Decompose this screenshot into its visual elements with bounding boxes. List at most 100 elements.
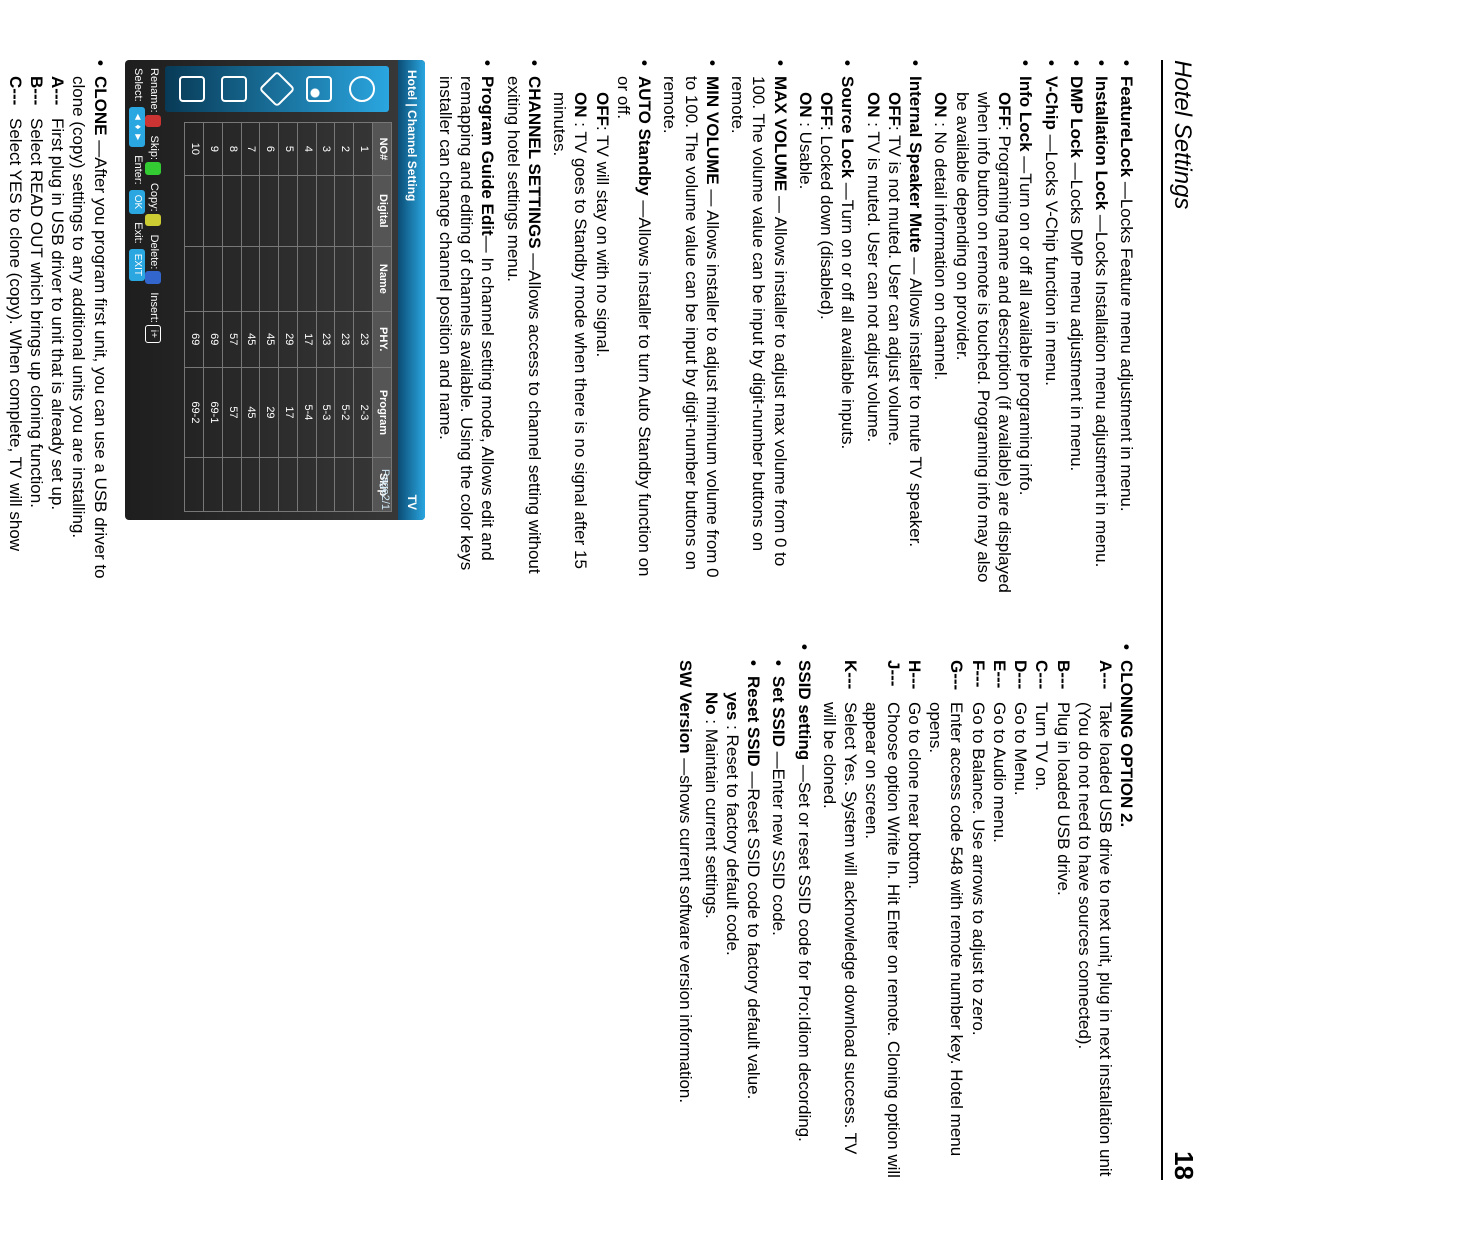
list-item: FeatureLock —Locks Feature menu adjustme…: [1116, 60, 1137, 596]
step: F--- Go to Balance. Use arrows to adjust …: [968, 660, 989, 1180]
cell: [223, 246, 242, 311]
step-text: Go to clone near bottom.: [905, 702, 924, 889]
cell: 2-3: [354, 367, 373, 458]
kw: SSID setting: [795, 660, 814, 760]
col-header: Name: [373, 246, 392, 311]
cell: [316, 458, 335, 512]
step: A---First plug in USB driver to unit tha…: [47, 76, 68, 596]
legend-insert: Insert:: [148, 292, 160, 323]
cell: [316, 246, 335, 311]
cell: [335, 458, 354, 512]
shot-title-left: Hotel | Channel Setting: [404, 70, 419, 201]
cell: [279, 175, 298, 246]
table-row: 96969-1: [204, 123, 223, 512]
table-row: 2235-2: [335, 123, 354, 512]
page-section-title: Hotel Settings: [1168, 60, 1198, 209]
blue-key-icon: [145, 271, 161, 284]
cell: 9: [204, 123, 223, 176]
option: yes : Reset to factory default code.: [722, 692, 743, 1180]
step-tag: C---: [5, 76, 26, 105]
step: B---Plug in loaded USB drive.: [1053, 660, 1074, 1180]
list-item: DMP Lock —Locks DMP menu adjustment in m…: [1066, 60, 1087, 596]
cell: [185, 246, 204, 311]
opt-key: OFF: [885, 92, 904, 126]
opt-key: ON: [572, 92, 591, 122]
insert-key-icon: i+: [145, 325, 161, 343]
list-item: Program Guide Edit— In channel setting m…: [435, 60, 499, 596]
manual-page: Hotel Settings 18 FeatureLock —Locks Fea…: [0, 0, 1240, 1240]
cell: [354, 246, 373, 311]
step-tag: B---: [26, 76, 47, 105]
table-row: 64529: [260, 123, 279, 512]
cell: [260, 246, 279, 311]
legend-copy: Copy:: [148, 183, 160, 212]
table-row: 52917: [279, 123, 298, 512]
opt-val: : TV will stay on with no signal.: [593, 126, 612, 357]
kw: Installation Lock: [1092, 76, 1111, 210]
step-text: Choose option Write In. Hit Enter on rem…: [863, 702, 903, 1178]
option: OFF: Locked down (disabled).: [816, 92, 837, 596]
option: OFF: Programing name and description (if…: [952, 92, 1016, 596]
cell: [298, 246, 317, 311]
step-tag: F---: [968, 660, 989, 687]
opt-val: : Programing name and description (if av…: [953, 92, 1015, 593]
step-tag: A---: [47, 76, 68, 105]
txt: —Reset SSID code to factory default valu…: [744, 771, 763, 1099]
list-item: Source Lock —Turn on or off all availabl…: [795, 60, 859, 596]
cell: 17: [298, 311, 317, 367]
legend-skip: Skip:: [148, 136, 160, 160]
option: OFF: TV is not muted. User can adjust vo…: [884, 92, 905, 596]
kw: FeatureLock: [1118, 76, 1137, 177]
list-item: AUTO Standby —Allows installer to turn A…: [549, 60, 655, 596]
cell: 1: [354, 123, 373, 176]
step-tag: A---: [1095, 660, 1116, 689]
cell: 29: [260, 367, 279, 458]
txt: —Turn on or off all available inputs.: [839, 183, 858, 449]
cell: 45: [241, 311, 260, 367]
cell: [354, 458, 373, 512]
table-row: 85757: [223, 123, 242, 512]
shot-icon: [179, 76, 205, 102]
opt-val: : Reset to factory default code.: [723, 725, 742, 956]
cell: 7: [241, 123, 260, 176]
cloning-option-2: CLONING OPTION 2. A---Take loaded USB dr…: [819, 644, 1138, 1180]
shot-legend: Rename: Skip: Copy: Delete: Insert:i+ Se…: [129, 68, 161, 512]
opt-val: : Locked down (disabled).: [817, 126, 836, 320]
option: ON : No detail information on channel.: [930, 92, 951, 596]
list-item: MAX VOLUME — Allows installer to adjust …: [727, 60, 791, 596]
step-text: Select Yes. System will acknowledge down…: [820, 702, 860, 1154]
opt-key: No: [702, 692, 721, 719]
step: J---Choose option Write In. Hit Enter on…: [861, 660, 904, 1180]
cell: [241, 458, 260, 512]
list-item: CHANNEL SETTINGS —Allows access to chann…: [503, 60, 546, 596]
txt: —After you program first unit, you can u…: [70, 76, 110, 579]
kw: Program Guide Edit: [479, 76, 498, 236]
list-item: Internal Speaker Mute — Allows installer…: [863, 60, 927, 596]
table-row: 106969-2: [185, 123, 204, 512]
shot-icon: [258, 71, 295, 108]
opt-val: : TV is muted. User can not adjust volum…: [864, 122, 883, 442]
cell: [185, 458, 204, 512]
step-text: Go to Balance. Use arrows to adjust to z…: [969, 702, 988, 1036]
opt-val: : TV is not muted. User can adjust volum…: [885, 126, 904, 446]
opt-val: : No detail information on channel.: [932, 122, 951, 380]
step-tag: B---: [1053, 660, 1074, 689]
cell: [279, 246, 298, 311]
opt-key: ON: [796, 92, 815, 122]
cell: 23: [335, 311, 354, 367]
shot-icon: [221, 76, 247, 102]
table-row: 74545: [241, 123, 260, 512]
opt-key: OFF: [593, 92, 612, 126]
cell: 2: [335, 123, 354, 176]
kw: Set SSID: [770, 676, 789, 752]
option: No : Maintain current settings.: [701, 692, 722, 1180]
channel-setting-screenshot: Hotel | Channel Setting TV Page2/1 NO#Di…: [125, 60, 425, 520]
list-item: Set SSID —Enter new SSID code.: [768, 660, 789, 1180]
cell: 3: [316, 123, 335, 176]
cell: [260, 175, 279, 246]
col-header: Digital: [373, 175, 392, 246]
option: ON : Usable.: [795, 92, 816, 596]
txt: —Locks DMP menu adjustment in menu.: [1067, 158, 1086, 471]
list-item: MIN VOLUME — Allows installer to adjust …: [659, 60, 723, 596]
step-text: Enter access code 548 with remote number…: [926, 702, 966, 1156]
